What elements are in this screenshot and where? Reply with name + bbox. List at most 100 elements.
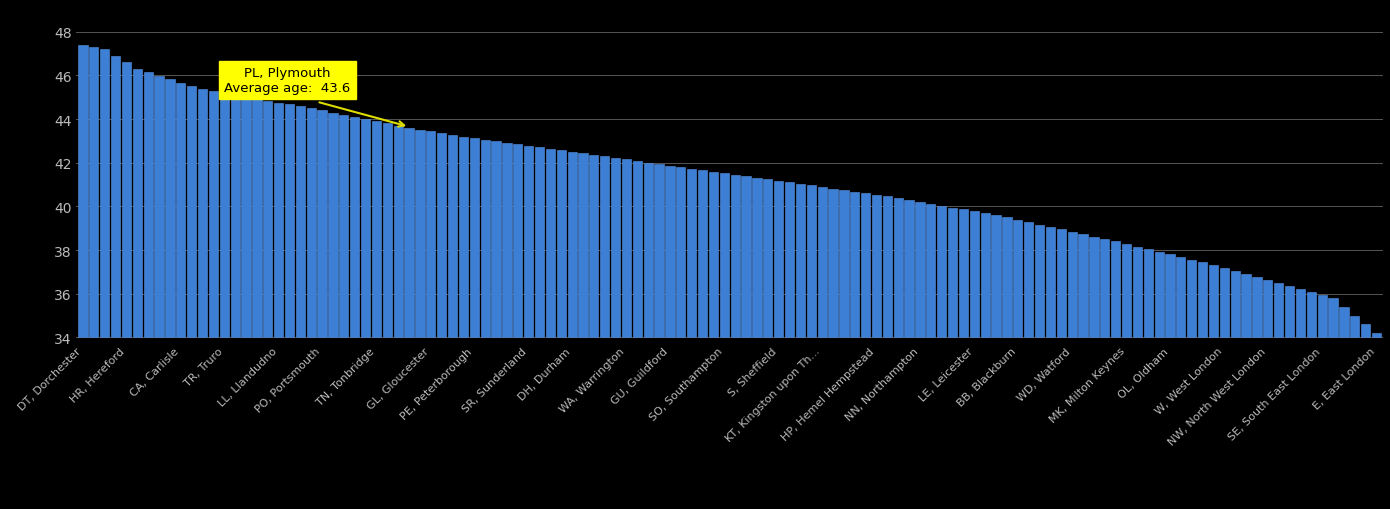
Bar	[763, 180, 773, 338]
Bar	[1307, 293, 1316, 338]
Bar	[393, 126, 403, 338]
Bar	[220, 94, 229, 338]
Bar	[666, 166, 674, 338]
Bar	[492, 142, 500, 338]
Bar	[263, 102, 272, 338]
Bar	[1024, 223, 1033, 338]
Bar	[752, 179, 762, 338]
Bar	[404, 129, 414, 338]
Bar	[448, 135, 457, 338]
Bar	[350, 118, 360, 338]
Bar	[687, 169, 696, 338]
Bar	[339, 116, 349, 338]
Bar	[122, 63, 131, 338]
Bar	[796, 185, 805, 338]
Bar	[851, 192, 859, 338]
Bar	[1241, 274, 1251, 338]
Bar	[535, 148, 543, 338]
Bar	[1209, 265, 1218, 338]
Bar	[556, 151, 566, 338]
Bar	[1013, 220, 1023, 338]
Bar	[132, 70, 142, 338]
Bar	[1198, 263, 1208, 338]
Bar	[1079, 235, 1087, 338]
Bar	[197, 90, 207, 338]
Bar	[89, 48, 99, 338]
Bar	[883, 197, 892, 338]
Bar	[143, 73, 153, 338]
Bar	[1176, 258, 1186, 338]
Bar	[1036, 225, 1044, 338]
Bar	[1230, 271, 1240, 338]
Bar	[991, 216, 1001, 338]
Bar	[231, 96, 239, 338]
Bar	[165, 80, 175, 338]
Bar	[361, 120, 370, 338]
Bar	[1284, 287, 1294, 338]
Bar	[872, 195, 881, 338]
Bar	[632, 162, 642, 338]
Bar	[589, 156, 599, 338]
Bar	[285, 105, 295, 338]
Bar	[1068, 232, 1077, 338]
Bar	[1099, 240, 1109, 338]
Bar	[1187, 260, 1197, 338]
Bar	[470, 139, 480, 338]
Bar	[970, 212, 979, 338]
Bar	[980, 214, 990, 338]
Bar	[111, 56, 120, 338]
Bar	[459, 137, 468, 338]
Bar	[1122, 244, 1131, 338]
Bar	[188, 87, 196, 338]
Bar	[436, 134, 446, 338]
Bar	[731, 176, 739, 338]
Bar	[328, 114, 338, 338]
Bar	[1002, 218, 1012, 338]
Bar	[1155, 252, 1163, 338]
Bar	[709, 173, 719, 338]
Bar	[208, 92, 218, 338]
Bar	[1165, 255, 1175, 338]
Bar	[860, 194, 870, 338]
Bar	[894, 199, 904, 338]
Bar	[741, 177, 751, 338]
Bar	[317, 111, 327, 338]
Bar	[1144, 250, 1152, 338]
Bar	[948, 208, 958, 338]
Bar	[1329, 299, 1337, 338]
Bar	[774, 182, 784, 338]
Bar	[427, 132, 435, 338]
Bar	[655, 165, 663, 338]
Bar	[828, 189, 838, 338]
Bar	[1220, 268, 1229, 338]
Bar	[1295, 290, 1305, 338]
Bar	[100, 50, 110, 338]
Bar	[274, 103, 284, 338]
Bar	[676, 168, 685, 338]
Bar	[720, 174, 728, 338]
Bar	[1275, 284, 1283, 338]
Bar	[698, 171, 708, 338]
Bar	[481, 140, 489, 338]
Bar	[644, 163, 653, 338]
Bar	[1372, 333, 1382, 338]
Bar	[1318, 296, 1327, 338]
Bar	[905, 200, 913, 338]
Bar	[926, 204, 935, 338]
Bar	[1361, 325, 1371, 338]
Bar	[621, 160, 631, 338]
Bar	[937, 206, 947, 338]
Bar	[959, 210, 967, 338]
Bar	[373, 122, 381, 338]
Bar	[1056, 230, 1066, 338]
Bar	[177, 83, 185, 338]
Bar	[1340, 307, 1348, 338]
Bar	[1133, 247, 1143, 338]
Bar	[242, 98, 250, 338]
Bar	[578, 154, 588, 338]
Bar	[524, 147, 534, 338]
Bar	[1045, 228, 1055, 338]
Bar	[1350, 316, 1359, 338]
Bar	[307, 109, 316, 338]
Bar	[1111, 242, 1120, 338]
